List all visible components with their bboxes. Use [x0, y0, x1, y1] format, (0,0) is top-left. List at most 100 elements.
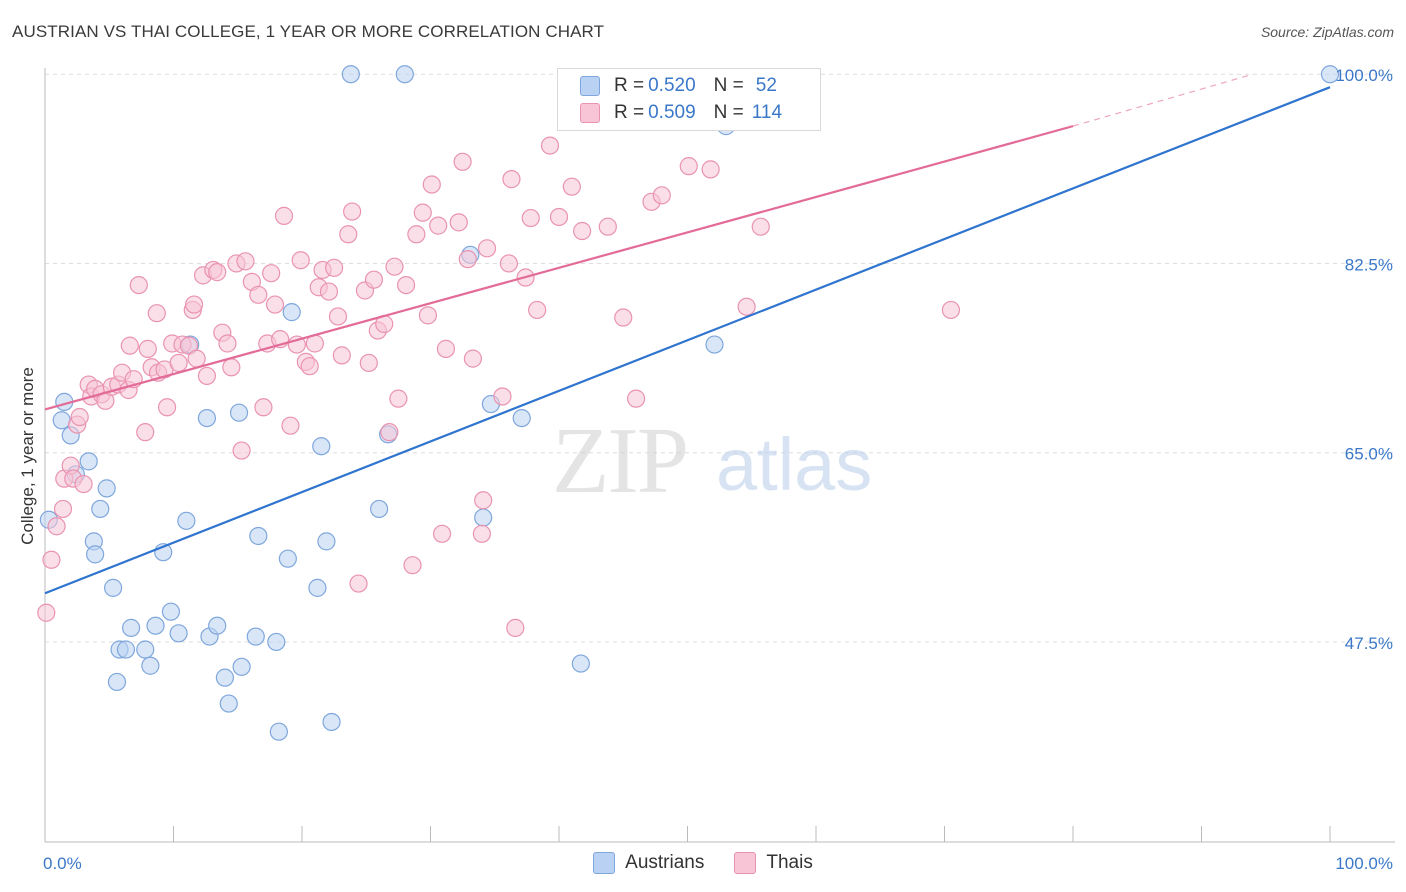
austrian-point	[370, 499, 389, 519]
austrians-points	[39, 65, 1340, 741]
thai-point	[325, 258, 344, 277]
thai-point	[120, 336, 139, 355]
thai-point	[187, 349, 206, 368]
r-value: 0.520	[648, 75, 696, 96]
austrian-point	[219, 694, 238, 713]
austrian-point	[215, 668, 234, 687]
thai-point	[549, 207, 569, 227]
thai-point	[47, 517, 66, 536]
thai-point	[499, 254, 518, 273]
thai-point	[385, 257, 404, 276]
trend-lines	[44, 73, 1331, 595]
thai-point	[169, 353, 188, 373]
thai-point	[265, 295, 285, 314]
tick-labels: 47.5% 65.0% 82.5% 100.0% 0.0% 100.0%	[43, 66, 1393, 873]
thai-point	[701, 160, 720, 179]
thai-point	[453, 152, 472, 171]
austrian-point	[395, 65, 414, 84]
thai-point	[349, 574, 368, 593]
thai-point	[389, 389, 408, 408]
austrian-point	[267, 632, 286, 652]
thai-point	[436, 339, 456, 358]
austrian-point	[282, 303, 301, 322]
thai-point	[138, 339, 157, 358]
thai-point	[74, 474, 93, 494]
thai-point	[573, 221, 592, 241]
austrian-point	[177, 511, 196, 530]
thai-point	[208, 263, 227, 282]
thai-point	[474, 491, 493, 510]
correlation-legend: R = 0.520 N = 52 R = 0.509 N = 114	[557, 68, 821, 131]
austrian-point	[341, 65, 360, 84]
austrian-point	[121, 618, 141, 637]
austrian-point	[141, 656, 160, 675]
austrian-point	[208, 616, 227, 635]
thai-point	[614, 308, 633, 327]
x-tick-label: 0.0%	[43, 854, 82, 873]
austrian-point	[308, 578, 327, 597]
legend-item-thais[interactable]: Thais	[734, 852, 813, 874]
y-tick-label: 82.5%	[1345, 255, 1393, 274]
thai-point	[136, 423, 155, 442]
austrians-trend-line	[44, 86, 1331, 595]
legend-row-austrians: R = 0.520 N = 52	[580, 73, 777, 99]
thai-point	[407, 225, 426, 244]
austrian-point	[104, 578, 123, 597]
thai-point	[359, 353, 378, 373]
thai-point	[396, 275, 416, 295]
thai-point	[422, 175, 441, 194]
thai-point	[70, 407, 89, 427]
thai-point	[502, 170, 521, 189]
thai-point	[364, 270, 384, 289]
austrian-point	[474, 508, 493, 527]
austrians-swatch	[593, 852, 616, 874]
y-tick-label: 100.0%	[1335, 66, 1393, 85]
thai-point	[403, 556, 422, 575]
thai-point	[129, 275, 148, 295]
thai-point	[540, 136, 560, 155]
thai-point	[521, 208, 540, 228]
thai-point	[37, 603, 56, 622]
thai-point	[562, 177, 581, 196]
thai-point	[53, 499, 73, 519]
thai-point	[218, 334, 237, 353]
thai-point	[598, 217, 617, 236]
thai-point	[184, 295, 204, 314]
thai-point	[147, 304, 166, 323]
austrian-point	[322, 712, 341, 732]
thai-point	[262, 264, 281, 283]
thai-point	[291, 251, 310, 270]
y-axis-label: College, 1 year or more	[18, 367, 37, 545]
thais-trend-line	[44, 125, 1074, 411]
legend-row-thais: R = 0.509 N = 114	[580, 100, 782, 126]
thai-point	[332, 346, 351, 365]
austrian-point	[197, 408, 217, 428]
austrian-point	[169, 624, 188, 643]
austrian-point	[161, 602, 181, 621]
thai-point	[274, 206, 294, 225]
austrian-point	[571, 654, 590, 673]
series-legend: Austrians Thais	[0, 852, 1406, 874]
austrian-point	[317, 532, 336, 551]
austrian-point	[107, 672, 127, 692]
austrian-point	[705, 335, 724, 354]
thai-point	[432, 524, 452, 543]
thai-point	[652, 186, 671, 205]
legend-item-austrians[interactable]: Austrians	[593, 852, 704, 874]
austrian-point	[136, 640, 155, 659]
thais-swatch	[580, 103, 600, 123]
austrian-point	[512, 408, 531, 428]
thai-point	[222, 358, 241, 377]
thai-point	[319, 282, 339, 301]
n-value: 114	[751, 102, 783, 123]
thai-point	[626, 389, 646, 408]
thai-point	[232, 441, 251, 460]
legend-label-austrians: Austrians	[625, 852, 705, 873]
thai-point	[458, 250, 477, 269]
y-tick-label: 65.0%	[1345, 445, 1393, 464]
thai-point	[328, 307, 348, 326]
thai-point	[477, 239, 497, 258]
thai-point	[197, 366, 217, 386]
source-label: Source: ZipAtlas.com	[1260, 24, 1394, 40]
austrian-point	[97, 479, 116, 498]
